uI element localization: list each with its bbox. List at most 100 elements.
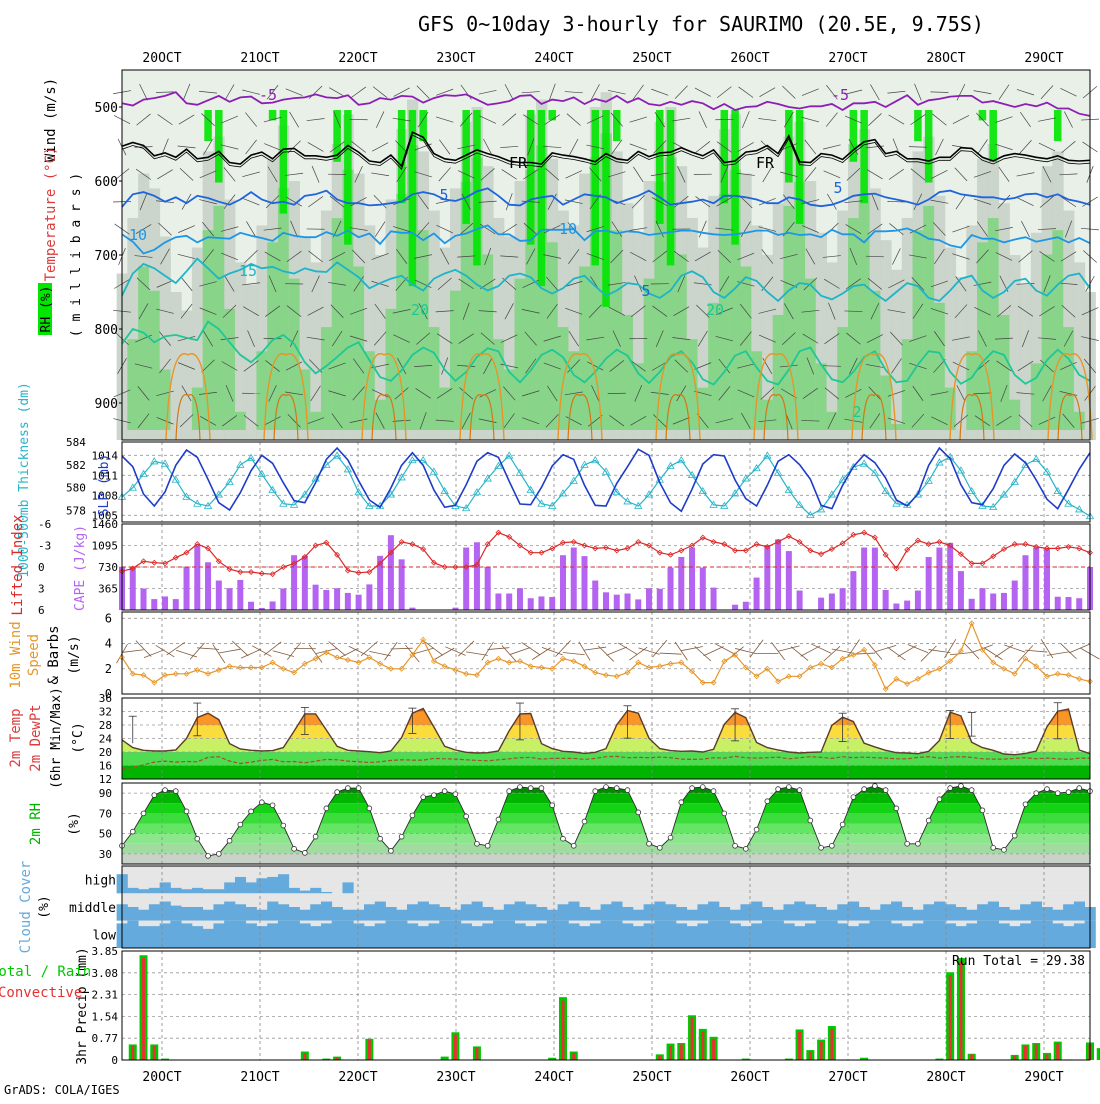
cape-bar xyxy=(130,567,136,610)
rh-marker xyxy=(765,799,770,804)
cloud-cell xyxy=(138,910,149,921)
rh-marker xyxy=(959,784,964,789)
surface-wind-barb xyxy=(241,649,261,658)
cloud-cell xyxy=(934,902,945,921)
cloud-cell xyxy=(816,921,827,948)
rh-marker xyxy=(507,789,512,794)
cloud-cell xyxy=(837,904,848,920)
cloud-cell xyxy=(859,907,870,921)
precip-convective-bar xyxy=(798,1032,801,1060)
cloud-cell xyxy=(633,910,644,921)
rh-marker xyxy=(829,843,834,848)
precip-total-bar xyxy=(441,1057,449,1060)
cloud-cell xyxy=(1052,923,1063,948)
cloud-cell xyxy=(289,907,300,921)
rh-marker xyxy=(550,803,555,808)
rh-cell xyxy=(989,110,997,162)
bottom-date-tick: 25OCT xyxy=(632,1070,671,1085)
cloud-cell xyxy=(740,904,751,920)
cloud-cell xyxy=(203,910,214,921)
cloud-cell xyxy=(999,923,1010,948)
cloud-cell xyxy=(966,923,977,948)
cape-bar xyxy=(141,589,147,611)
cloud-cell xyxy=(213,904,224,920)
rh-cell xyxy=(149,291,160,430)
rh-cell xyxy=(859,194,870,430)
cape-bar xyxy=(829,594,835,610)
cloud-cell xyxy=(515,923,526,948)
rh-marker xyxy=(1034,791,1039,796)
rh-band xyxy=(122,824,1090,834)
top-date-tick: 20OCT xyxy=(142,51,181,66)
cloud-cell xyxy=(342,921,353,948)
rh-marker xyxy=(980,808,985,813)
cloud-cell xyxy=(160,902,171,921)
cloud-cell xyxy=(1063,904,1074,920)
cape-bar xyxy=(926,557,932,610)
cloud-cell xyxy=(192,888,203,893)
temp-band xyxy=(122,698,1090,712)
cloud-cell xyxy=(256,910,267,921)
cloud-cell xyxy=(644,923,655,948)
rh-cell xyxy=(796,110,804,224)
cloud-cell xyxy=(687,926,698,948)
cloud-cell xyxy=(472,902,483,921)
cloud-cell xyxy=(956,926,967,948)
cloud-cell xyxy=(644,904,655,920)
temp-tick: 20 xyxy=(99,746,112,759)
isotherm-label: 10 xyxy=(559,220,577,238)
cloud-cell xyxy=(461,904,472,920)
rh-cell xyxy=(708,303,719,430)
cape-bar xyxy=(904,601,910,610)
cape-bar xyxy=(1065,597,1071,610)
surface-wind-barb xyxy=(385,642,398,660)
surface-wind-barb xyxy=(487,648,509,650)
rh-band xyxy=(122,813,1090,823)
rh-marker xyxy=(690,786,695,791)
cloud-cell xyxy=(127,921,138,948)
cloud-cell xyxy=(482,923,493,948)
cape-bar xyxy=(689,548,695,610)
cloud-cell xyxy=(783,923,794,948)
cloud-cell xyxy=(880,921,891,948)
cloud-cell xyxy=(181,907,192,921)
cloud-cell xyxy=(665,904,676,920)
cloud-cell xyxy=(923,904,934,920)
cape-bar xyxy=(764,545,770,610)
precip-convective-bar xyxy=(1045,1054,1048,1060)
cloud-cell xyxy=(461,923,472,948)
rh-marker xyxy=(991,845,996,850)
cloud-cell xyxy=(913,923,924,948)
rh-marker xyxy=(819,845,824,850)
surface-wind-barb xyxy=(349,646,369,656)
rh-cell xyxy=(870,291,881,430)
rh-marker xyxy=(636,810,641,815)
cloud-cell xyxy=(611,921,622,948)
cloud-cell xyxy=(1031,902,1042,921)
cloud-cell xyxy=(751,923,762,948)
rh-marker xyxy=(302,850,307,855)
surface-wind-barb xyxy=(929,650,951,653)
pressure-axis-label: ( m i l l i b a r s ) xyxy=(69,173,84,337)
rh-marker xyxy=(625,788,630,793)
precip-convective-bar xyxy=(669,1046,672,1060)
top-date-tick: 24OCT xyxy=(534,51,573,66)
surface-wind-barb xyxy=(607,647,627,655)
cloud-cell xyxy=(848,926,859,948)
cloud-cell xyxy=(267,877,278,893)
cloud-cell xyxy=(407,904,418,920)
surface-wind-barb xyxy=(122,650,144,653)
rh-cell xyxy=(1052,230,1063,430)
cape-bar xyxy=(732,605,738,610)
rh-marker xyxy=(916,841,921,846)
cloud-cell xyxy=(719,907,730,921)
rh-cell xyxy=(278,188,289,430)
cloud-cell xyxy=(708,902,719,921)
rh-cell xyxy=(721,110,729,203)
cloud-cell xyxy=(525,904,536,920)
wind-axis-label-2: Speed xyxy=(26,634,42,676)
cape-bar xyxy=(184,567,190,610)
pressure-tick: 800 xyxy=(95,323,118,338)
top-date-tick: 27OCT xyxy=(828,51,867,66)
rh-marker xyxy=(1066,790,1071,795)
